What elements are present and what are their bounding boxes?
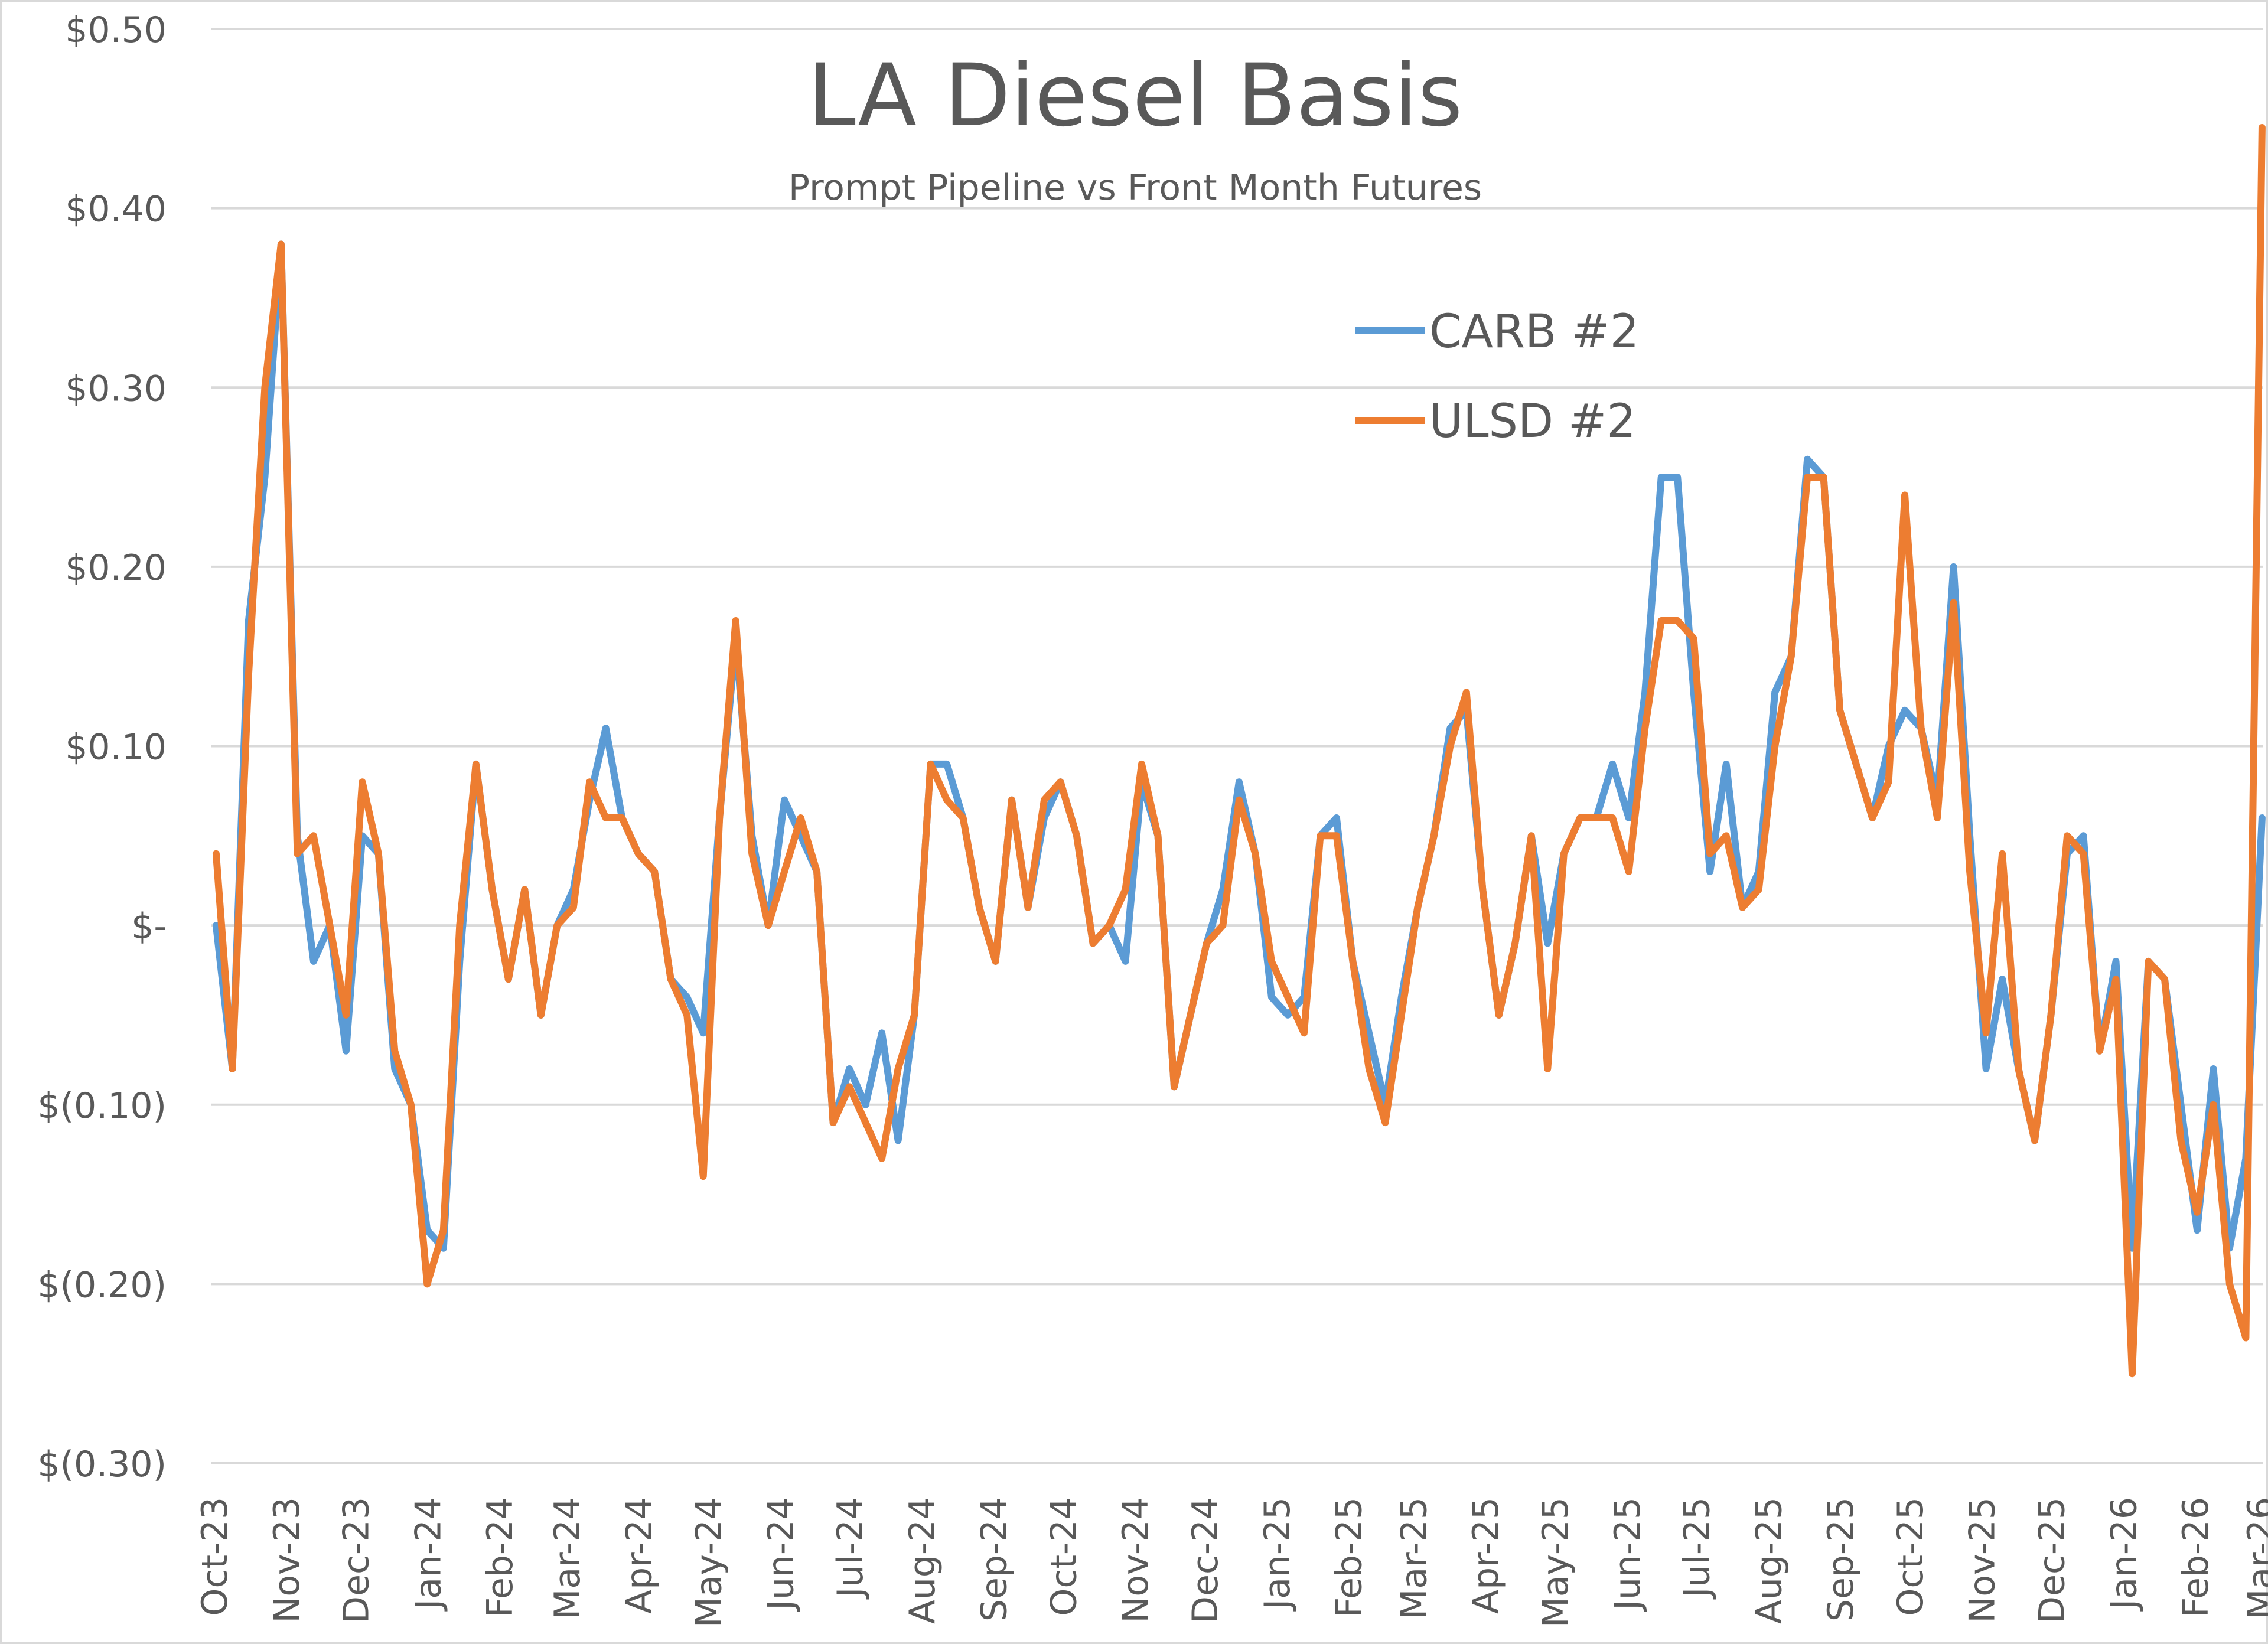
x-tick-label: Oct-24	[1043, 1497, 1084, 1616]
x-tick-label: Jan-26	[2103, 1497, 2145, 1612]
x-tick-label: Jan-24	[408, 1497, 449, 1612]
x-tick-label: Nov-25	[1962, 1497, 2003, 1623]
x-tick-label: Mar-24	[547, 1497, 588, 1619]
chart-subtitle: Prompt Pipeline vs Front Month Futures	[788, 167, 1482, 208]
y-tick-label: $-	[131, 906, 167, 947]
x-axis-ticks: Oct-23 Nov-23 Dec-23 Jan-24 Feb-24 Mar-24 Apr-…	[194, 1497, 2268, 1627]
x-tick-label: May-25	[1535, 1497, 1576, 1627]
x-tick-label: Aug-24	[902, 1497, 943, 1624]
legend-label-carb: CARB #2	[1429, 305, 1639, 358]
x-tick-label: Aug-25	[1748, 1497, 1790, 1624]
x-tick-label: Mar-25	[1393, 1497, 1435, 1619]
x-tick-label: Dec-23	[336, 1497, 377, 1623]
x-tick-label: Apr-24	[619, 1497, 660, 1614]
x-tick-label: Sep-24	[974, 1497, 1015, 1622]
x-tick-label: Jun-25	[1607, 1497, 1648, 1613]
x-tick-label: Feb-24	[480, 1497, 521, 1617]
y-tick-label: $0.20	[65, 547, 167, 589]
x-tick-label: Mar-26	[2240, 1497, 2268, 1619]
x-tick-label: Apr-25	[1465, 1497, 1507, 1614]
x-tick-label: Dec-24	[1185, 1497, 1226, 1623]
y-tick-label: $0.30	[65, 368, 167, 409]
x-tick-label: Sep-25	[1820, 1497, 1862, 1622]
y-tick-label: $(0.10)	[37, 1085, 167, 1127]
y-tick-label: $0.40	[65, 189, 167, 230]
x-tick-label: Oct-23	[194, 1497, 236, 1616]
x-tick-label: Dec-25	[2032, 1497, 2073, 1623]
series-line-ulsd	[212, 124, 2266, 1378]
x-tick-label: Oct-25	[1890, 1497, 1931, 1616]
x-tick-label: May-24	[689, 1497, 730, 1627]
legend: CARB #2 ULSD #2	[1355, 305, 1639, 448]
x-tick-label: Jan-25	[1257, 1497, 1298, 1612]
x-tick-label: Jun-24	[760, 1497, 801, 1613]
x-tick-label: Nov-24	[1115, 1497, 1156, 1623]
x-tick-label: Nov-23	[266, 1497, 308, 1623]
series-lines	[212, 124, 2266, 1378]
x-tick-label: Feb-25	[1329, 1497, 1370, 1617]
y-axis-ticks: $0.50 $0.40 $0.30 $0.20 $0.10 $- $(0.10) $(0.20…	[37, 9, 167, 1485]
y-tick-label: $(0.20)	[37, 1264, 167, 1306]
chart-title: LA Diesel Basis	[808, 45, 1463, 146]
gridlines	[211, 28, 2263, 1464]
y-tick-label: $0.10	[65, 727, 167, 768]
y-tick-label: $0.50	[65, 9, 167, 51]
x-tick-label: Jul-24	[830, 1497, 871, 1600]
x-tick-label: Feb-26	[2175, 1497, 2217, 1617]
legend-label-ulsd: ULSD #2	[1429, 395, 1636, 448]
x-tick-label: Jul-25	[1677, 1497, 1718, 1600]
y-tick-label: $(0.30)	[37, 1444, 167, 1485]
